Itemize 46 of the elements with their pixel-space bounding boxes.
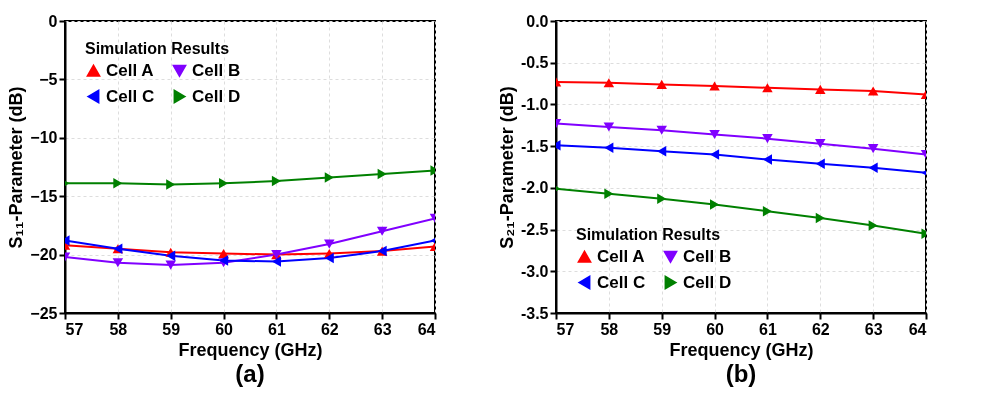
y-tick-label: −25 bbox=[30, 304, 58, 322]
legend-label: Cell B bbox=[192, 60, 241, 80]
y-tick-label: −15 bbox=[30, 187, 58, 205]
x-tick-label: 60 bbox=[215, 320, 234, 338]
x-tick-label: 58 bbox=[109, 320, 128, 338]
y-tick-label: -1.5 bbox=[520, 137, 549, 155]
text: (b) bbox=[725, 360, 757, 387]
legend-title: Simulation Results bbox=[576, 226, 721, 243]
y-tick-label: -1.0 bbox=[520, 95, 549, 113]
legend-title: Simulation Results bbox=[85, 40, 230, 57]
legend-label: Cell D bbox=[192, 86, 241, 106]
y-axis-title: S₁₁-Parameter (dB) bbox=[6, 86, 27, 249]
x-tick-label: 59 bbox=[162, 320, 181, 338]
legend-label: Cell A bbox=[106, 60, 154, 80]
x-tick-label: 64 bbox=[417, 320, 436, 338]
x-axis-title: Frequency (GHz) bbox=[178, 339, 323, 360]
text: (a) bbox=[235, 360, 265, 387]
legend-label: Cell C bbox=[106, 86, 155, 106]
y-tick-label: 0 bbox=[48, 12, 58, 30]
x-tick-label: 59 bbox=[653, 320, 672, 338]
y-tick-label: -0.5 bbox=[520, 54, 549, 72]
y-tick-label: -3.0 bbox=[520, 262, 549, 280]
x-tick-label: 61 bbox=[268, 320, 286, 338]
x-tick-label: 58 bbox=[600, 320, 619, 338]
legend-label: Cell D bbox=[683, 272, 732, 292]
legend-label: Cell A bbox=[597, 246, 645, 266]
x-axis-title: Frequency (GHz) bbox=[669, 339, 814, 360]
x-tick-label: 63 bbox=[864, 320, 883, 338]
x-tick-label: 57 bbox=[556, 320, 575, 338]
x-tick-label: 60 bbox=[706, 320, 725, 338]
y-tick-label: -3.5 bbox=[520, 304, 549, 322]
legend-label: Cell C bbox=[597, 272, 646, 292]
x-tick-label: 64 bbox=[908, 320, 927, 338]
y-tick-label: -2.5 bbox=[520, 221, 549, 239]
y-tick-label: −5 bbox=[39, 70, 58, 88]
y-tick-label: -2.0 bbox=[520, 179, 549, 197]
y-tick-label: −20 bbox=[30, 246, 58, 264]
y-tick-label: −10 bbox=[30, 129, 58, 147]
x-tick-label: 62 bbox=[320, 320, 339, 338]
x-tick-label: 62 bbox=[811, 320, 830, 338]
x-tick-label: 63 bbox=[373, 320, 392, 338]
x-tick-label: 61 bbox=[759, 320, 777, 338]
legend-label: Cell B bbox=[683, 246, 732, 266]
x-tick-label: 57 bbox=[65, 320, 84, 338]
y-axis-title: S₂₁-Parameter (dB) bbox=[496, 86, 517, 249]
y-tick-label: 0.0 bbox=[526, 12, 549, 30]
